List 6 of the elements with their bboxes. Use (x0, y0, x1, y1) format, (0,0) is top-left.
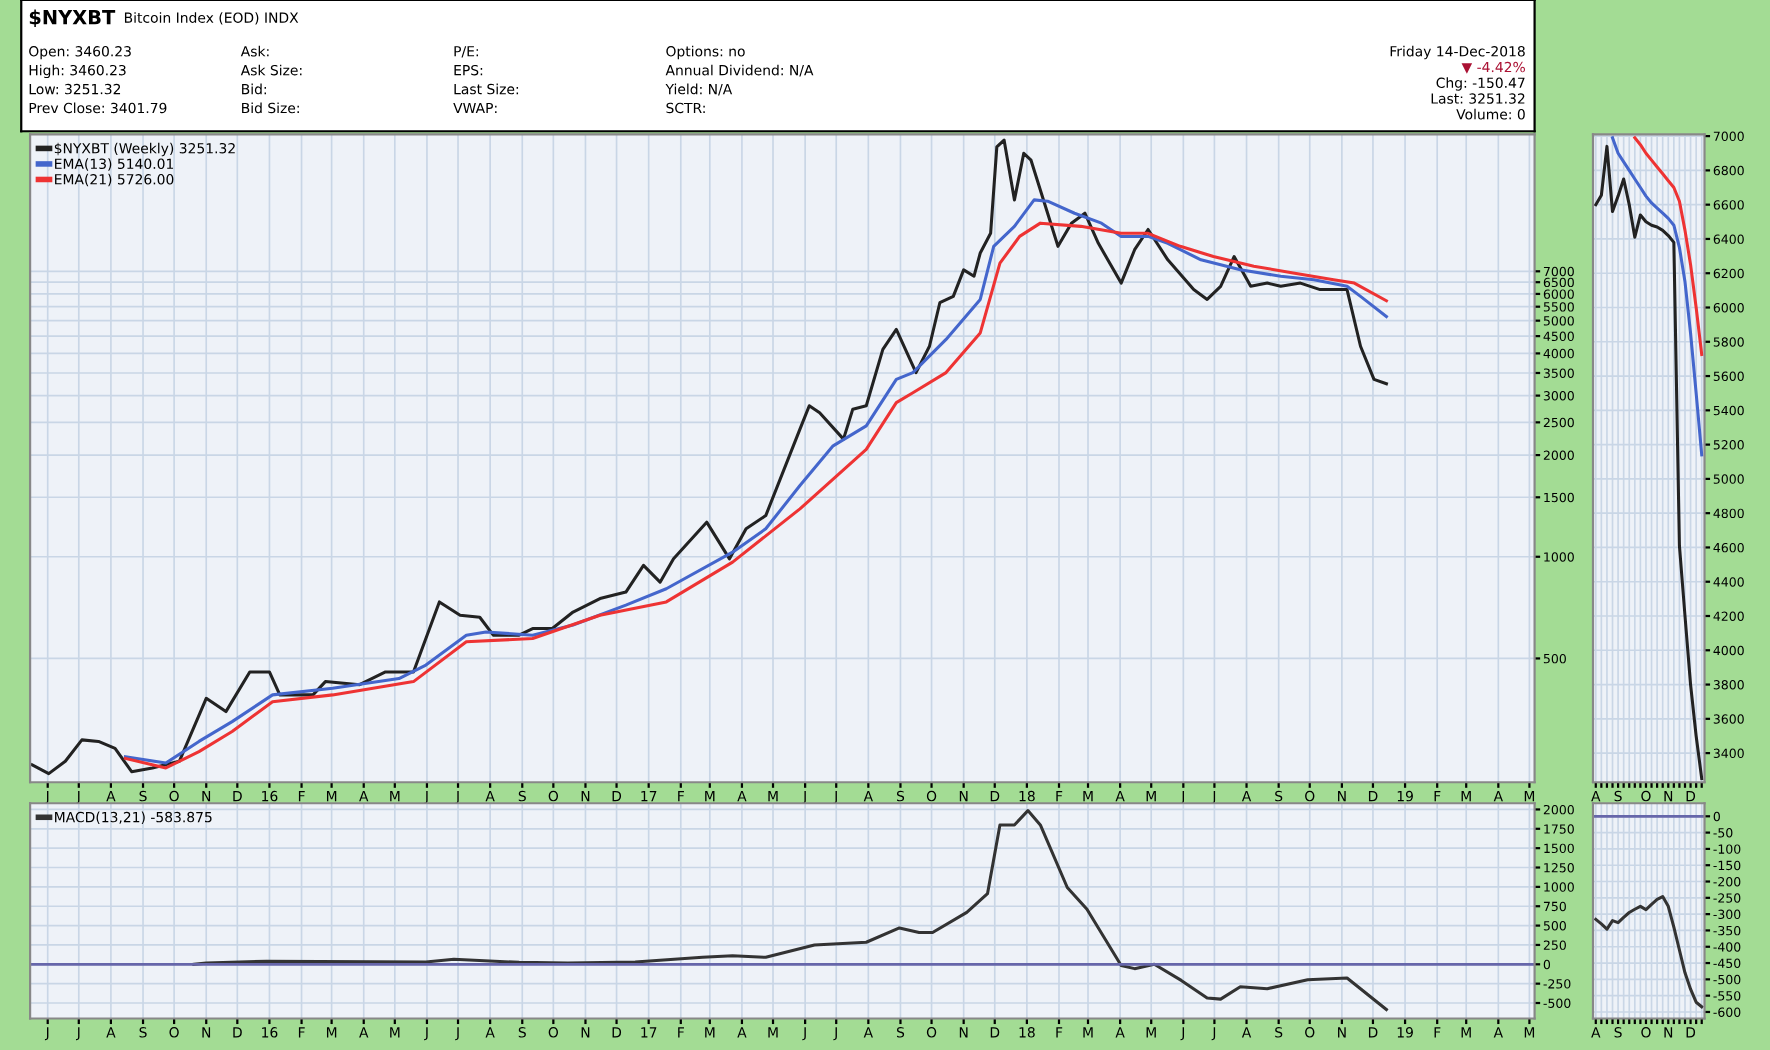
line-series (1594, 144, 1704, 781)
line-series (1594, 894, 1704, 1009)
line-series (1610, 136, 1704, 457)
chart-title: $NYXBT (29, 9, 116, 28)
line-series (30, 138, 1388, 776)
line-series (1633, 136, 1704, 356)
